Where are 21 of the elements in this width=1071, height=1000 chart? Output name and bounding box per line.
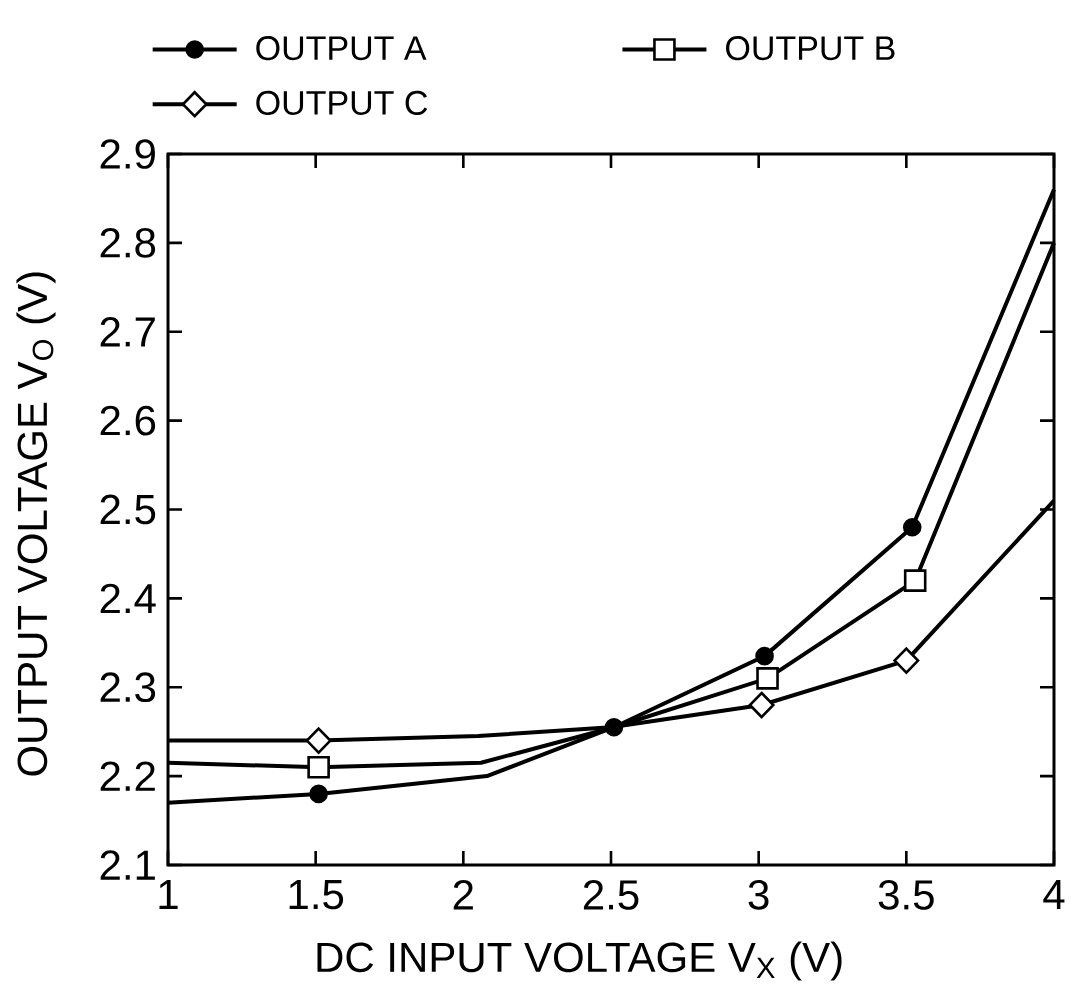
y-tick-label: 2.7 (100, 317, 155, 347)
x-tick-label: 2 (453, 880, 473, 910)
y-tick-label: 2.3 (100, 672, 156, 703)
x-axis-title: DC INPUT VOLTAGE V$_{X}$ (V) (317, 941, 842, 981)
x-tick-label: 1.5 (289, 880, 344, 910)
x-tick-label: 3 (748, 880, 769, 910)
y-tick-label: 2.1 (100, 850, 155, 880)
y-tick-label: 2.5 (100, 494, 156, 525)
y-tick-label: 2.9 (100, 139, 155, 169)
y-tick-label: 2.2 (100, 761, 155, 791)
y-tick-label: 2.8 (100, 228, 156, 258)
legend-label: OUTPUT C (256, 90, 428, 115)
legend-label: OUTPUT A (256, 36, 427, 61)
y-tick-label: 2.6 (100, 405, 156, 436)
x-tick-label: 4 (1043, 880, 1065, 909)
x-tick-label: 1 (159, 880, 178, 909)
x-tick-label: 3.5 (878, 880, 934, 910)
legend-label: OUTPUT B (726, 36, 895, 61)
x-tick-label: 2.5 (583, 880, 639, 910)
y-tick-label: 2.4 (100, 583, 156, 614)
y-axis-title: OUTPUT VOLTAGE V$_{O}$ (V) (16, 272, 56, 776)
